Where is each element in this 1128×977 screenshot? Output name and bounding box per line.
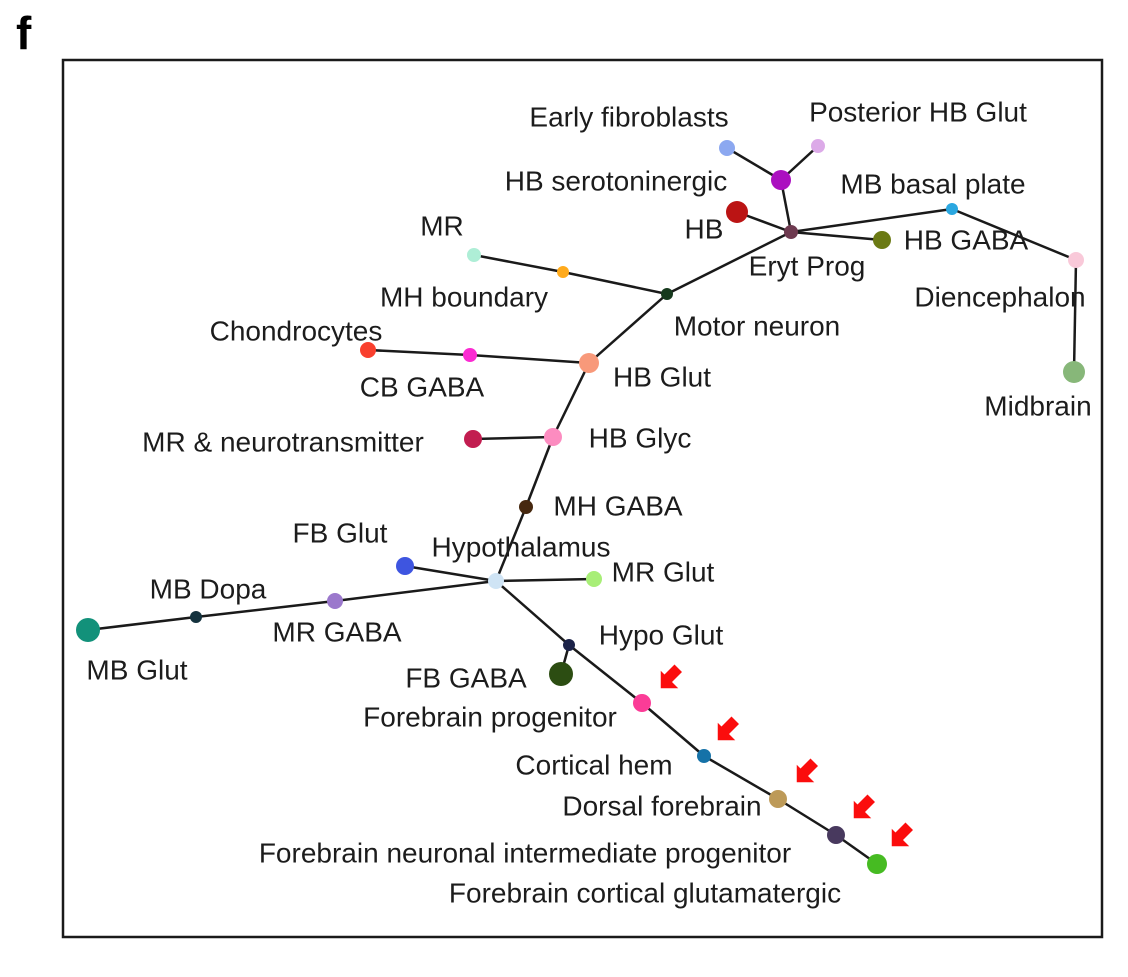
edge-hb-glyc--mh-gaba — [524, 436, 555, 508]
edge-motor-neuron--mh-boundary — [562, 270, 668, 296]
label-diencephalon: Diencephalon — [914, 282, 1085, 313]
red-arrow-icon-2 — [717, 716, 739, 741]
label-midbrain: Midbrain — [984, 391, 1091, 422]
node-cortical-hem — [697, 749, 711, 763]
edge-mb-basal-plate--diencephalon — [951, 207, 1077, 262]
edge-forebrain-progenitor--cortical-hem — [641, 702, 705, 757]
label-hb-glut: HB Glut — [613, 362, 711, 393]
edge-early-fibroblasts--hb-serotoninergic — [726, 146, 782, 182]
edge-dorsal-forebrain--fb-neuronal-intermediate-progenitor — [777, 797, 837, 837]
label-hypothalamus: Hypothalamus — [432, 532, 611, 563]
node-mh-gaba — [519, 500, 533, 514]
label-fb-glut: FB Glut — [293, 518, 388, 549]
node-fb-glut — [396, 557, 414, 575]
edge-diencephalon--midbrain — [1072, 259, 1078, 373]
node-hb — [726, 201, 748, 223]
label-mr-neurotransmitter: MR & neurotransmitter — [142, 427, 424, 458]
edge-hypo-glut--forebrain-progenitor — [568, 644, 643, 704]
label-posterior-hb-glut: Posterior HB Glut — [809, 97, 1027, 128]
label-fb-cortical-glutamatergic: Forebrain cortical glutamatergic — [449, 878, 841, 909]
label-mb-glut: MB Glut — [86, 655, 187, 686]
label-mh-boundary: MH boundary — [380, 282, 548, 313]
label-hb-glyc: HB Glyc — [589, 423, 692, 454]
label-cortical-hem: Cortical hem — [515, 750, 672, 781]
label-hypo-glut: Hypo Glut — [599, 620, 724, 651]
edge-hypothalamus--fb-glut — [404, 564, 497, 583]
red-arrow-icon-4 — [853, 794, 875, 819]
label-hb-gaba: HB GABA — [904, 225, 1029, 256]
edge-hypothalamus--hypo-glut — [495, 580, 570, 646]
red-arrow-icon-3 — [796, 758, 818, 783]
node-mr-neurotransmitter — [464, 430, 482, 448]
node-fb-neuronal-intermediate-progenitor — [827, 826, 845, 844]
label-eryt-prog: Eryt Prog — [749, 251, 866, 282]
label-chondrocytes: Chondrocytes — [210, 316, 383, 347]
edge-mh-boundary--mr — [473, 253, 564, 274]
label-hb: HB — [685, 214, 724, 245]
edge-hypothalamus--mr-gaba — [334, 579, 497, 603]
label-hb-serotoninergic: HB serotoninergic — [505, 166, 728, 197]
node-mb-dopa — [190, 611, 202, 623]
node-labels: Early fibroblasts Posterior HB Glut HB ser… — [86, 97, 1091, 909]
label-mr-glut: MR Glut — [612, 557, 715, 588]
highlight-arrows — [660, 664, 913, 847]
node-hb-glut — [579, 353, 599, 373]
edge-cortical-hem--dorsal-forebrain — [703, 754, 779, 801]
panel-letter: f — [16, 7, 32, 59]
edge-eryt-prog--hb-gaba — [790, 230, 883, 242]
label-mr: MR — [420, 211, 464, 242]
edge-hb-glyc--mr-neurotransmitter — [472, 435, 554, 441]
label-mb-dopa: MB Dopa — [150, 574, 267, 605]
node-hb-serotoninergic — [771, 170, 791, 190]
edge-hypothalamus--mr-glut — [495, 577, 595, 583]
red-arrow-icon-1 — [660, 664, 682, 689]
label-early-fibroblasts: Early fibroblasts — [529, 102, 728, 133]
edge-mh-gaba--hypothalamus — [494, 506, 528, 582]
node-diencephalon — [1068, 252, 1084, 268]
node-hypo-glut — [563, 639, 575, 651]
label-motor-neuron: Motor neuron — [674, 311, 841, 342]
label-cb-gaba: CB GABA — [360, 372, 485, 403]
node-mr-gaba — [327, 593, 343, 609]
node-fb-cortical-glutamatergic — [867, 854, 887, 874]
node-eryt-prog — [784, 225, 798, 239]
label-mr-gaba: MR GABA — [272, 617, 401, 648]
node-early-fibroblasts — [719, 140, 735, 156]
tree-nodes — [76, 139, 1085, 874]
node-forebrain-progenitor — [633, 694, 651, 712]
node-mb-glut — [76, 618, 100, 642]
node-midbrain — [1063, 361, 1085, 383]
label-forebrain-progenitor: Forebrain progenitor — [363, 702, 617, 733]
edge-mr-gaba--mb-dopa — [195, 599, 336, 619]
node-hb-gaba — [873, 231, 891, 249]
panel-border — [61, 58, 1104, 939]
node-motor-neuron — [661, 288, 673, 300]
node-fb-gaba — [549, 662, 573, 686]
edge-hb-glut--hb-glyc — [551, 362, 591, 438]
node-chondrocytes — [360, 342, 376, 358]
node-mh-boundary — [557, 266, 569, 278]
label-fb-gaba: FB GABA — [405, 663, 527, 694]
node-hypothalamus — [488, 573, 504, 589]
edge-eryt-prog--mb-basal-plate — [790, 207, 953, 234]
edge-hb-glut--cb-gaba — [469, 353, 590, 365]
node-mr-glut — [586, 571, 602, 587]
node-cb-gaba — [463, 348, 477, 362]
label-dorsal-forebrain: Dorsal forebrain — [562, 791, 761, 822]
edge-cb-gaba--chondrocytes — [367, 348, 471, 357]
edge-mb-dopa--mb-glut — [87, 615, 197, 632]
label-mh-gaba: MH GABA — [553, 491, 682, 522]
node-mb-basal-plate — [946, 203, 958, 215]
label-fb-neuronal-intermediate-progenitor: Forebrain neuronal intermediate progenit… — [259, 838, 791, 869]
edge-motor-neuron--hb-glut — [588, 293, 668, 364]
node-hb-glyc — [544, 428, 562, 446]
red-arrow-icon-5 — [891, 822, 913, 847]
edge-eryt-prog--motor-neuron — [666, 230, 792, 296]
node-dorsal-forebrain — [769, 790, 787, 808]
label-mb-basal-plate: MB basal plate — [840, 169, 1025, 200]
node-mr — [467, 248, 481, 262]
node-posterior-hb-glut — [811, 139, 825, 153]
